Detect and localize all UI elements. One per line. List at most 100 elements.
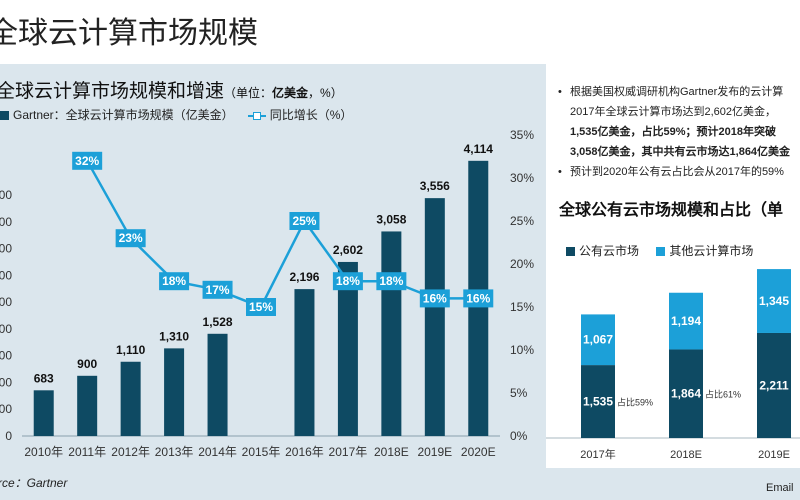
bar-market-size bbox=[207, 333, 228, 436]
bullet-1-line-2: 2017年全球云计算市场达到2,602亿美金， bbox=[570, 106, 776, 118]
right-chart-svg: 1,535 1,067 占比59% 2017年 1,864 1,194 占比61% 2018E… bbox=[546, 269, 800, 461]
unit-prefix: （单位： bbox=[224, 86, 273, 100]
legend-bar-swatch bbox=[0, 111, 9, 121]
left-chart-title: 全球云计算市场规模和增速（单位：亿美金，%） bbox=[0, 76, 343, 103]
x-axis-tick-label: 2019E bbox=[417, 445, 452, 459]
y-axis-tick-label: 00 bbox=[0, 268, 12, 282]
title-bar: 全球云计算市场规模 bbox=[0, 0, 800, 64]
chart-source: rce：Gartner bbox=[0, 476, 68, 490]
x-axis-tick-label: 2010年 bbox=[24, 445, 63, 459]
right-x-axis-label: 2019E bbox=[758, 449, 790, 461]
bar-market-size bbox=[337, 261, 358, 436]
right-x-axis-label: 2018E bbox=[670, 449, 702, 461]
left-chart-svg: 00000000000000000000%5%10%15%20%25%30%35… bbox=[0, 128, 534, 459]
growth-point-marker bbox=[332, 272, 363, 291]
growth-point-marker bbox=[72, 151, 103, 170]
x-axis-tick-label: 2015年 bbox=[242, 445, 281, 459]
stack-public-label: 1,864 bbox=[671, 387, 701, 401]
stack-other-segment bbox=[757, 269, 791, 333]
summary-bullets: 根据美国权威调研机构Gartner发布的云计算 2017年全球云计算市场达到2,… bbox=[556, 82, 800, 182]
bar-market-size bbox=[77, 375, 98, 436]
bullet-1-line-3: 1,535亿美金，占比59%；预计2018年突破 bbox=[570, 126, 777, 138]
growth-value-label: 18% bbox=[162, 274, 186, 288]
bullet-1: 根据美国权威调研机构Gartner发布的云计算 bbox=[556, 82, 800, 102]
y2-axis-tick-label: 0% bbox=[510, 429, 528, 443]
x-axis-tick-label: 2020E bbox=[461, 445, 496, 459]
legend-line-label: 同比增长（%） bbox=[269, 108, 353, 122]
legend-public-label: 公有云市场 bbox=[579, 244, 640, 258]
growth-line bbox=[86, 160, 479, 309]
growth-value-label: 16% bbox=[466, 291, 490, 305]
stack-other-label: 1,345 bbox=[759, 294, 789, 308]
unit-bold: 亿美金 bbox=[272, 86, 309, 100]
left-chart-legend: Gartner：全球云计算市场规模（亿美金） 同比增长（%） bbox=[0, 106, 352, 123]
y-axis-tick-label: 00 bbox=[0, 349, 12, 363]
left-chart-title-text: 全球云计算市场规模和增速 bbox=[0, 81, 225, 102]
bar-value-label: 900 bbox=[77, 357, 97, 371]
y-axis-tick-label: 00 bbox=[0, 322, 12, 336]
bar-value-label: 2,196 bbox=[289, 270, 319, 284]
email-footer: Email bbox=[766, 482, 794, 494]
bar-market-size bbox=[33, 390, 54, 436]
bar-market-size bbox=[164, 348, 185, 436]
y2-axis-tick-label: 25% bbox=[510, 214, 534, 228]
bar-value-label: 683 bbox=[34, 371, 54, 385]
y-axis-tick-label: 00 bbox=[0, 295, 12, 309]
bullet-2: 预计到2020年公有云占比会从2017年的59% bbox=[556, 162, 800, 182]
right-chart-title: 全球公有云市场规模和占比（单 bbox=[559, 202, 784, 219]
growth-value-label: 15% bbox=[249, 300, 273, 314]
bar-value-label: 1,310 bbox=[159, 329, 189, 343]
growth-point-marker bbox=[202, 280, 233, 299]
x-axis-tick-label: 2017年 bbox=[329, 445, 368, 459]
y-axis-tick-label: 00 bbox=[0, 188, 12, 202]
bullet-1-line-4: 3,058亿美金，其中共有云市场达1,864亿美金 bbox=[570, 146, 791, 158]
page-title: 全球云计算市场规模 bbox=[0, 17, 258, 50]
bar-value-label: 2,602 bbox=[333, 243, 363, 257]
growth-value-label: 25% bbox=[292, 214, 316, 228]
share-label: 占比59% bbox=[617, 397, 653, 408]
y-axis-tick-label: 00 bbox=[0, 242, 12, 256]
stack-public-segment bbox=[669, 349, 703, 438]
x-axis-tick-label: 2018E bbox=[374, 445, 409, 459]
y2-axis-tick-label: 30% bbox=[510, 171, 534, 185]
stack-other-label: 1,067 bbox=[583, 333, 613, 347]
bar-market-size bbox=[120, 361, 141, 436]
growth-point-marker bbox=[376, 272, 407, 291]
stack-public-segment bbox=[757, 332, 791, 438]
right-x-axis-label: 2017年 bbox=[580, 447, 615, 461]
bar-value-label: 3,058 bbox=[376, 212, 406, 226]
growth-point-marker bbox=[289, 212, 320, 230]
stack-other-segment bbox=[581, 314, 615, 366]
stack-public-label: 1,535 bbox=[583, 395, 613, 409]
legend-public-swatch bbox=[566, 247, 575, 257]
stack-public-label: 2,211 bbox=[759, 378, 789, 392]
legend-other-label: 其他云计算市场 bbox=[669, 244, 754, 258]
right-chart-legend: 公有云市场 其他云计算市场 bbox=[566, 242, 753, 259]
stack-other-label: 1,194 bbox=[671, 314, 701, 328]
legend-other-swatch bbox=[656, 247, 666, 257]
growth-point-marker bbox=[463, 289, 494, 308]
growth-value-label: 17% bbox=[206, 283, 230, 297]
x-axis-tick-label: 2012年 bbox=[111, 445, 150, 459]
stack-other-segment bbox=[669, 292, 703, 350]
y2-axis-tick-label: 35% bbox=[510, 128, 534, 142]
x-axis-tick-label: 2016年 bbox=[285, 445, 324, 459]
stack-public-segment bbox=[581, 365, 615, 438]
y-axis-tick-label: 00 bbox=[0, 402, 12, 416]
x-axis-tick-label: 2011年 bbox=[68, 445, 106, 459]
growth-point-marker bbox=[159, 272, 190, 291]
bar-market-size bbox=[381, 231, 402, 436]
bar-value-label: 4,114 bbox=[464, 142, 494, 156]
unit-suffix: ，%） bbox=[308, 86, 343, 100]
legend-line-swatch bbox=[247, 111, 266, 120]
bar-value-label: 3,556 bbox=[420, 179, 450, 193]
growth-point-marker bbox=[246, 298, 276, 316]
y2-axis-tick-label: 10% bbox=[510, 343, 534, 357]
y-axis-tick-label: 00 bbox=[0, 215, 12, 229]
x-axis-tick-label: 2014年 bbox=[198, 445, 237, 459]
left-chart-unit: （单位：亿美金，%） bbox=[224, 86, 343, 100]
share-label: 占比61% bbox=[705, 389, 741, 400]
x-axis-tick-label: 2013年 bbox=[155, 445, 194, 459]
growth-point-marker bbox=[419, 289, 450, 308]
y-axis-tick-label: 0 bbox=[5, 429, 12, 443]
